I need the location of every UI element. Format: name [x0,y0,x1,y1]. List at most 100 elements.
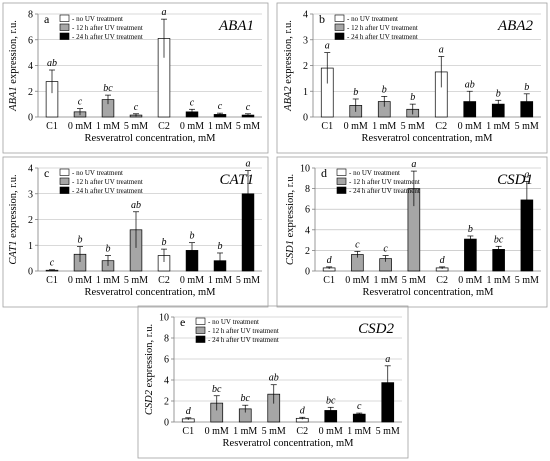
legend-swatch [336,168,347,176]
chart-title: ABA2 [497,18,533,34]
x-axis-title: Resveratrol concentration, mM [363,287,495,298]
y-tick-label: 2 [164,397,169,408]
panel-letter: a [44,12,50,26]
significance-letter: a [524,169,529,180]
legend-label: - no UV treatment [208,318,259,326]
x-tick-label: 5 mM [124,275,148,286]
significance-letter: b [162,237,167,248]
legend-swatch [336,177,347,185]
legend-label: - 24 h after UV treatment [349,187,420,195]
x-tick-label: 0 mM [180,275,204,286]
x-tick-label: C2 [158,275,170,286]
x-tick-label: 0 mM [344,121,368,132]
significance-letter: b [496,88,501,99]
y-tick-label: 3 [303,35,308,46]
significance-letter: bc [494,234,504,245]
significance-letter: a [325,41,330,52]
chart-title: ABA1 [218,18,254,34]
y-tick-label: 0 [164,418,169,429]
significance-letter: a [439,44,444,55]
significance-letter: b [218,241,223,252]
y-tick-label: 4 [164,376,169,387]
x-tick-label: C1 [323,275,335,286]
x-tick-label: 0 mM [319,426,343,437]
y-axis-title-gene: ABA1 [8,86,19,112]
legend-label: - no UV treatment [72,15,123,23]
legend-label: - 12 h after UV treatment [72,178,143,186]
significance-letter: bc [241,393,251,404]
x-tick-label: 1 mM [208,121,232,132]
x-axis-title: Resveratrol concentration, mM [362,133,494,144]
y-tick-label: 6 [28,35,33,46]
y-tick-label: 8 [305,184,310,195]
significance-letter: b [468,224,473,235]
legend-swatch [59,186,70,194]
y-tick-label: 0 [305,267,310,278]
x-tick-label: 5 mM [236,121,260,132]
panel-border [276,156,548,308]
x-tick-label: 1 mM [486,121,510,132]
legend-swatch [59,32,70,40]
y-tick-label: 0 [28,113,33,124]
y-tick-label: 4 [28,61,33,72]
legend-swatch [334,32,345,40]
y-axis-title: ABA1 expression, r.u. [8,20,19,112]
bar [492,249,505,272]
x-tick-label: C2 [296,426,308,437]
significance-letter: d [300,405,306,416]
y-axis-title-gene: ABA2 [283,86,294,112]
legend-label: - 12 h after UV treatment [349,178,420,186]
x-tick-label: C1 [182,426,194,437]
legend-label: - 24 h after UV treatment [208,336,279,344]
y-axis-title-rest: expression, r.u. [8,20,19,86]
legend-label: - 24 h after UV treatment [72,187,143,195]
x-tick-label: 5 mM [515,275,539,286]
x-tick-label: 0 mM [180,121,204,132]
significance-letter: ab [269,373,279,384]
significance-letter: d [327,255,333,266]
legend-swatch [334,23,345,31]
significance-letter: c [355,239,360,250]
panel-border [2,2,269,154]
x-tick-label: 1 mM [374,275,398,286]
bar [352,413,366,423]
x-tick-label: 0 mM [205,426,229,437]
significance-letter: b [410,92,415,103]
chart-panel-b: 0 1 2 3 4 a C1 b 0 mM b 1 mM b 5 mM a C2 ab 0 mM b 1 mM b 5 … [276,2,548,154]
y-tick-label: 1 [28,241,33,252]
x-tick-label: 5 mM [515,121,539,132]
bar [464,238,477,272]
y-axis-title-rest: expression, r.u. [144,324,155,390]
significance-letter: c [78,97,83,108]
y-tick-label: 0 [303,113,308,124]
significance-letter: b [524,82,529,93]
x-tick-label: 5 mM [376,426,400,437]
y-tick-label: 4 [28,164,33,175]
panel-border [2,156,269,308]
y-axis-title-rest: expression, r.u. [285,174,296,240]
legend-swatch [59,23,70,31]
significance-letter: c [246,102,251,113]
significance-letter: c [357,401,362,412]
significance-letter: ab [47,58,57,69]
significance-letter: d [440,255,446,266]
chart-panel-d: 0 2 4 6 8 10 d C1 c 0 mM c 1 mM a 5 mM d C2 b 0 mM bc 1 mM a… [276,156,548,308]
legend-swatch [334,14,345,22]
y-axis-title: CSD2 expression, r.u. [144,324,155,415]
x-tick-label: C1 [46,121,58,132]
y-tick-label: 4 [305,225,310,236]
x-tick-label: 5 mM [124,121,148,132]
legend-swatch [195,326,206,334]
x-tick-label: 0 mM [68,121,92,132]
y-tick-label: 6 [164,355,169,366]
legend-label: - 24 h after UV treatment [72,33,143,41]
significance-letter: c [50,258,55,269]
significance-letter: b [353,87,358,98]
legend-swatch [195,317,206,325]
panel-border [276,2,548,154]
x-tick-label: 1 mM [96,121,120,132]
x-tick-label: C1 [46,275,58,286]
panel-border [137,305,409,459]
x-tick-label: 5 mM [402,275,426,286]
